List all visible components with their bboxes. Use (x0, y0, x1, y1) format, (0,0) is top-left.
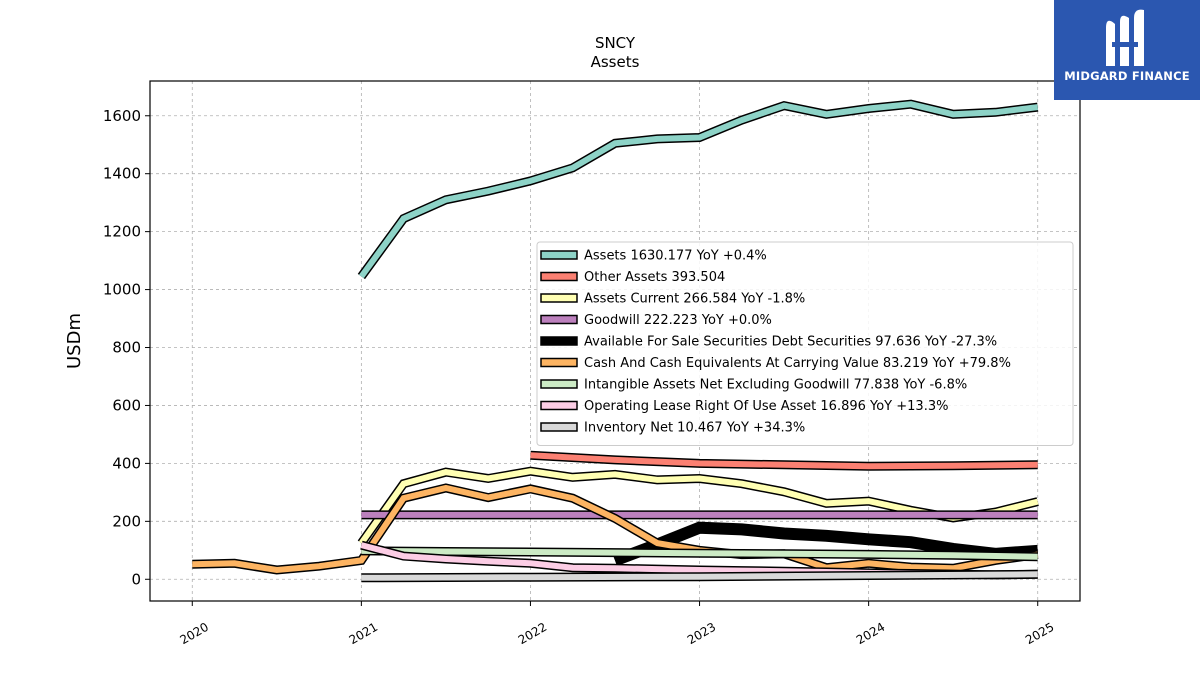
series-line (361, 547, 1038, 560)
y-tick-label: 1600 (103, 107, 141, 125)
legend-label: Other Assets 393.504 (584, 270, 725, 285)
series-1 (530, 450, 1038, 471)
legend-box (536, 241, 1074, 446)
legend-swatch (540, 250, 578, 260)
legend-label: Intangible Assets Net Excluding Goodwill… (584, 378, 967, 393)
legend-swatch (540, 271, 578, 282)
series-6 (361, 546, 1038, 562)
legend-label: Goodwill 222.223 YoY +0.0% (584, 313, 772, 328)
x-tick-label: 2020 (178, 620, 211, 647)
legend-entry: Inventory Net 10.467 YoY +34.3% (540, 421, 805, 436)
legend-swatch (540, 379, 578, 389)
legend-swatch (540, 336, 578, 346)
series-line (358, 101, 1039, 279)
legend: Assets 1630.177 YoY +0.4% Other Assets 39… (536, 241, 1074, 446)
legend-entry: Assets Current 266.584 YoY -1.8% (540, 292, 805, 307)
legend-label: Assets 1630.177 YoY +0.4% (584, 249, 767, 264)
legend-entry: Available For Sale Securities Debt Secur… (540, 335, 997, 350)
chart-title: SNCY (595, 34, 636, 52)
axis-ticks: 2020 2021 2022 2023 2024 2025 0 200 400 600 800 100… (103, 107, 1057, 647)
y-tick-label: 1000 (103, 281, 141, 299)
series-line (361, 571, 1038, 581)
legend-label: Assets Current 266.584 YoY -1.8% (584, 292, 805, 307)
plot-frame (149, 80, 1081, 602)
x-tick-label: 2021 (347, 620, 380, 647)
brand-name: MIDGARD FINANCE (1064, 69, 1190, 83)
legend-swatch (540, 357, 578, 368)
y-tick-label: 200 (112, 512, 141, 530)
series-lines (192, 99, 1039, 583)
x-tick-label: 2023 (685, 620, 718, 647)
legend-label: Inventory Net 10.467 YoY +34.3% (584, 421, 805, 436)
legend-entry: Goodwill 222.223 YoY +0.0% (540, 313, 772, 328)
legend-entry: Assets 1630.177 YoY +0.4% (540, 249, 767, 264)
y-tick-label: 1400 (103, 165, 141, 183)
series-4 (612, 521, 1039, 567)
chart-subtitle: Assets (591, 53, 640, 71)
mh-monogram-icon (1106, 9, 1144, 66)
legend-swatch (540, 314, 578, 325)
legend-entry: Cash And Cash Equivalents At Carrying Va… (540, 356, 1011, 371)
legend-label: Cash And Cash Equivalents At Carrying Va… (584, 356, 1011, 371)
y-tick-label: 600 (112, 396, 141, 414)
y-tick-label: 400 (112, 454, 141, 472)
legend-swatch (540, 422, 578, 432)
y-axis-label: USDm (64, 313, 85, 369)
series-line (613, 523, 1039, 565)
series-8 (361, 569, 1038, 583)
series-line (192, 484, 1039, 574)
series-line (530, 452, 1038, 470)
midgard-finance-logo: MIDGARD FINANCE (1054, 0, 1200, 100)
y-tick-label: 1200 (103, 223, 141, 241)
series-5 (192, 483, 1039, 575)
series-0 (357, 99, 1039, 280)
legend-entry: Intangible Assets Net Excluding Goodwill… (540, 378, 967, 393)
y-tick-label: 800 (112, 339, 141, 357)
legend-label: Operating Lease Right Of Use Asset 16.89… (584, 399, 948, 414)
legend-label: Available For Sale Securities Debt Secur… (584, 335, 997, 350)
legend-entry: Operating Lease Right Of Use Asset 16.89… (540, 399, 948, 414)
y-tick-label: 0 (131, 570, 141, 588)
legend-swatch (540, 293, 578, 303)
legend-swatch (540, 400, 578, 411)
x-tick-label: 2024 (854, 620, 887, 647)
x-tick-label: 2025 (1023, 620, 1056, 647)
x-tick-label: 2022 (516, 620, 549, 647)
legend-entry: Other Assets 393.504 (540, 270, 725, 285)
